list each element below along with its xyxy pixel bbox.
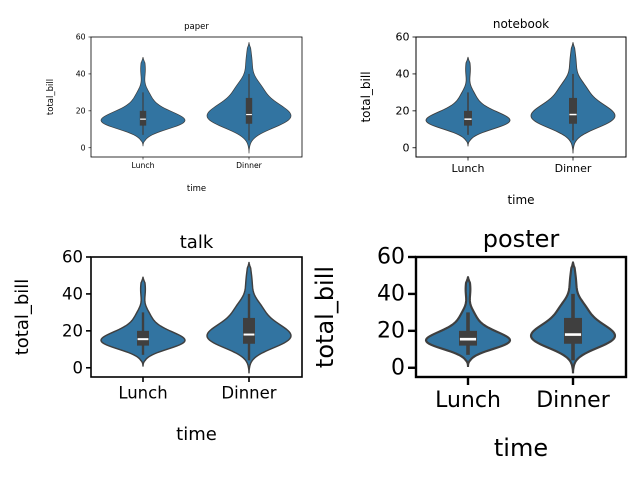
iqr-box-dinner <box>245 97 253 124</box>
panel-title: poster <box>483 225 560 253</box>
x-tick-label: Dinner <box>536 388 610 413</box>
y-tick-label: 20 <box>396 104 410 117</box>
y-tick-label: 60 <box>377 245 405 270</box>
panel-title: talk <box>180 232 214 253</box>
iqr-box-dinner <box>243 317 255 344</box>
y-tick-label: 40 <box>62 284 83 303</box>
x-axis-label: time <box>176 424 217 445</box>
y-tick-label: 40 <box>396 67 410 80</box>
panel-title: paper <box>184 22 209 32</box>
panel-notebook: 0 20 40 60 Lunch Dinner notebook time total_bill <box>359 17 627 207</box>
y-axis-label: total_bill <box>311 266 339 368</box>
panel-paper: 0 20 40 60 Lunch Dinner paper time total_bill <box>46 22 303 194</box>
axes-frame <box>90 36 303 158</box>
y-axis-label: total_bill <box>12 279 33 356</box>
y-tick-label: 0 <box>403 141 410 154</box>
y-tick-label: 20 <box>377 318 405 343</box>
y-tick-label: 0 <box>391 355 405 380</box>
y-tick-label: 60 <box>76 33 86 42</box>
x-tick-label: Lunch <box>452 162 485 175</box>
y-tick-label: 0 <box>73 358 84 377</box>
y-tick-label: 60 <box>396 31 410 44</box>
iqr-box-lunch <box>464 110 472 126</box>
y-tick-label: 60 <box>62 248 83 267</box>
axes-frame <box>414 255 628 379</box>
x-tick-label: Lunch <box>132 161 155 170</box>
y-tick-label: 40 <box>377 281 405 306</box>
panel-title: notebook <box>493 17 549 31</box>
axes-frame <box>415 36 627 158</box>
x-axis-label: time <box>494 434 548 462</box>
iqr-box-dinner <box>564 317 582 344</box>
y-tick-label: 40 <box>76 69 86 78</box>
x-tick-label: Dinner <box>221 384 276 403</box>
iqr-box-lunch <box>139 110 147 126</box>
x-tick-label: Dinner <box>236 161 263 170</box>
x-axis-label: time <box>187 184 206 194</box>
x-tick-label: Lunch <box>118 384 167 403</box>
x-tick-label: Dinner <box>555 162 592 175</box>
y-axis-label: total_bill <box>359 71 373 122</box>
y-tick-label: 20 <box>76 106 86 115</box>
iqr-box-dinner <box>569 97 577 124</box>
panel-talk: 0 20 40 60 Lunch Dinner talk time total_bill <box>12 232 303 445</box>
y-tick-label: 20 <box>62 321 83 340</box>
x-axis-label: time <box>507 193 534 207</box>
x-tick-label: Lunch <box>435 388 501 413</box>
y-tick-label: 0 <box>81 143 86 152</box>
panel-poster: 0 20 40 60 Lunch Dinner poster time total_bill <box>311 225 628 462</box>
y-axis-label: total_bill <box>46 79 56 115</box>
axes-frame <box>90 256 303 378</box>
